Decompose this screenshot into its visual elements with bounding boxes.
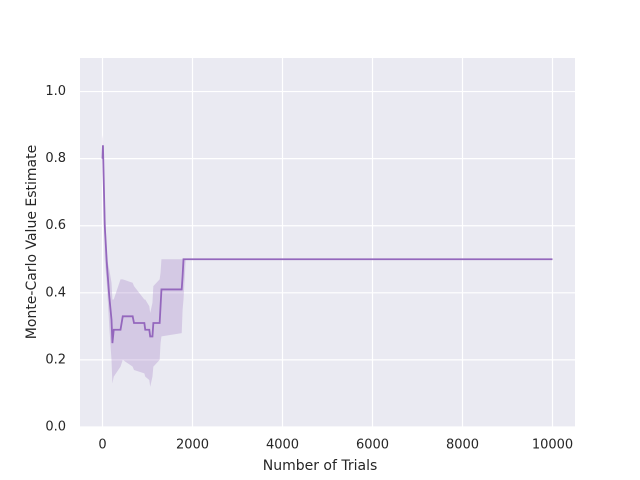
x-axis-label: Number of Trials bbox=[263, 458, 378, 474]
x-tick-label: 6000 bbox=[356, 438, 389, 453]
y-tick-label: 0.4 bbox=[45, 285, 66, 300]
y-tick-label: 0.2 bbox=[45, 352, 66, 367]
y-tick-label: 0.6 bbox=[45, 218, 66, 233]
line bbox=[101, 145, 553, 344]
y-tick-label: 1.0 bbox=[45, 84, 66, 99]
y-tick-label: 0.8 bbox=[45, 151, 66, 166]
y-axis-label: Monte-Carlo Value Estimate bbox=[24, 145, 40, 339]
x-tick-label: 8000 bbox=[446, 438, 479, 453]
x-tick-label: 0 bbox=[98, 438, 106, 453]
plot-area bbox=[80, 58, 575, 427]
x-tick-label: 2000 bbox=[176, 438, 209, 453]
x-tick-label: 4000 bbox=[266, 438, 299, 453]
y-tick-label: 0.0 bbox=[45, 420, 66, 435]
x-tick-label: 10000 bbox=[532, 438, 573, 453]
confidence-band bbox=[102, 135, 553, 387]
